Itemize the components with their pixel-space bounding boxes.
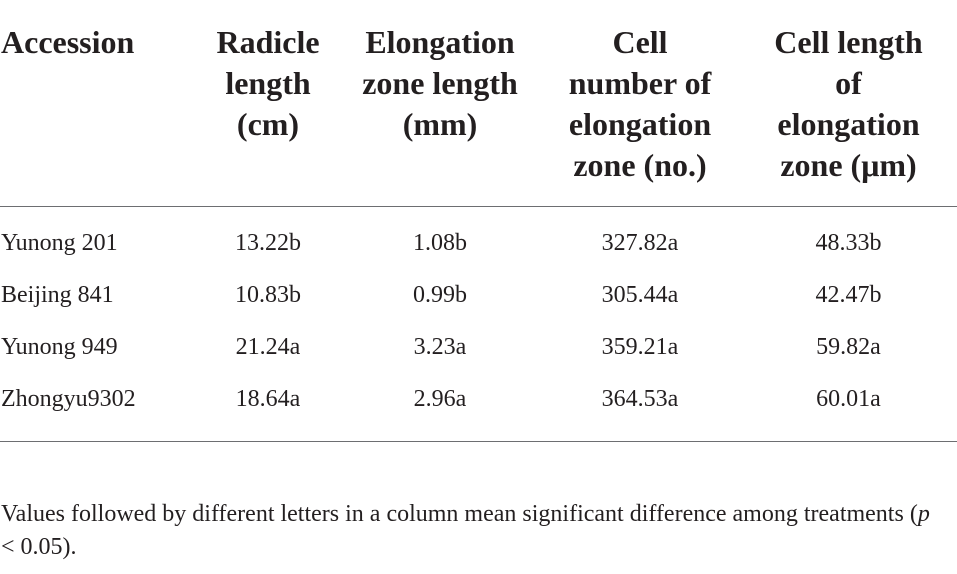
cell-accession: Yunong 949 [1,334,118,360]
cell-cell-number: 327.82a [601,230,679,256]
table-row: Beijing 841 10.83b 0.99b 305.44a 42.47b [0,269,957,321]
table-footnote: Values followed by different letters in … [1,498,941,564]
cell-cell-length: 59.82a [816,334,881,360]
table-row: Zhongyu9302 18.64a 2.96a 364.53a 60.01a [0,373,957,442]
data-table: Accession Radicle length (cm) Elongation… [0,0,957,442]
table-row: Yunong 949 21.24a 3.23a 359.21a 59.82a [0,321,957,373]
cell-radicle-length: 13.22b [235,230,301,256]
cell-accession: Yunong 201 [1,230,118,256]
cell-cell-number: 305.44a [601,282,679,308]
table-row: Yunong 201 13.22b 1.08b 327.82a 48.33b [0,207,957,270]
cell-radicle-length: 21.24a [235,334,301,360]
cell-radicle-length: 18.64a [196,373,340,442]
header-radicle-length: Radicle length (cm) [196,0,340,207]
table-body: Yunong 201 13.22b 1.08b 327.82a 48.33b B… [0,207,957,442]
cell-cell-length: 48.33b [815,230,882,256]
footnote-p-symbol: p [917,501,930,527]
cell-radicle-length: 10.83b [235,282,301,308]
cell-accession: Zhongyu9302 [0,373,196,442]
header-cell-number: Cell number of elongation zone (no.) [540,0,740,207]
data-table-container: Accession Radicle length (cm) Elongation… [0,0,957,442]
header-elongation-zone-length: Elongation zone length (mm) [340,0,540,207]
footnote-threshold: < 0.05). [1,534,77,560]
header-accession: Accession [0,0,196,207]
footnote-text: Values followed by different letters in … [1,501,918,527]
cell-accession: Beijing 841 [1,282,114,308]
table-header: Accession Radicle length (cm) Elongation… [0,0,957,207]
cell-cell-number: 359.21a [601,334,679,360]
header-row: Accession Radicle length (cm) Elongation… [0,0,957,207]
cell-elongation-zone-length: 0.99b [413,282,467,308]
cell-elongation-zone-length: 1.08b [413,230,467,256]
cell-cell-length: 42.47b [815,282,882,308]
header-cell-length: Cell length of elongation zone (μm) [740,0,957,207]
cell-elongation-zone-length: 3.23a [413,334,467,360]
cell-cell-length: 60.01a [740,373,957,442]
cell-cell-number: 364.53a [540,373,740,442]
cell-elongation-zone-length: 2.96a [340,373,540,442]
